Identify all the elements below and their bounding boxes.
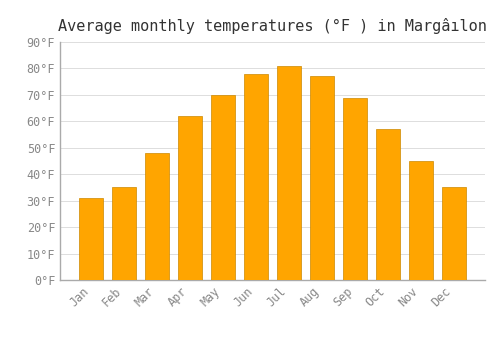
- Bar: [310, 76, 334, 280]
- Bar: [244, 74, 268, 280]
- Bar: [277, 66, 301, 280]
- Bar: [343, 98, 367, 280]
- Title: Average monthly temperatures (°F ) in Margâılon: Average monthly temperatures (°F ) in Ma…: [58, 18, 487, 34]
- Bar: [146, 153, 169, 280]
- Bar: [409, 161, 432, 280]
- Bar: [80, 198, 103, 280]
- Bar: [211, 95, 235, 280]
- Bar: [112, 188, 136, 280]
- Bar: [178, 116, 202, 280]
- Bar: [376, 129, 400, 280]
- Bar: [442, 188, 466, 280]
